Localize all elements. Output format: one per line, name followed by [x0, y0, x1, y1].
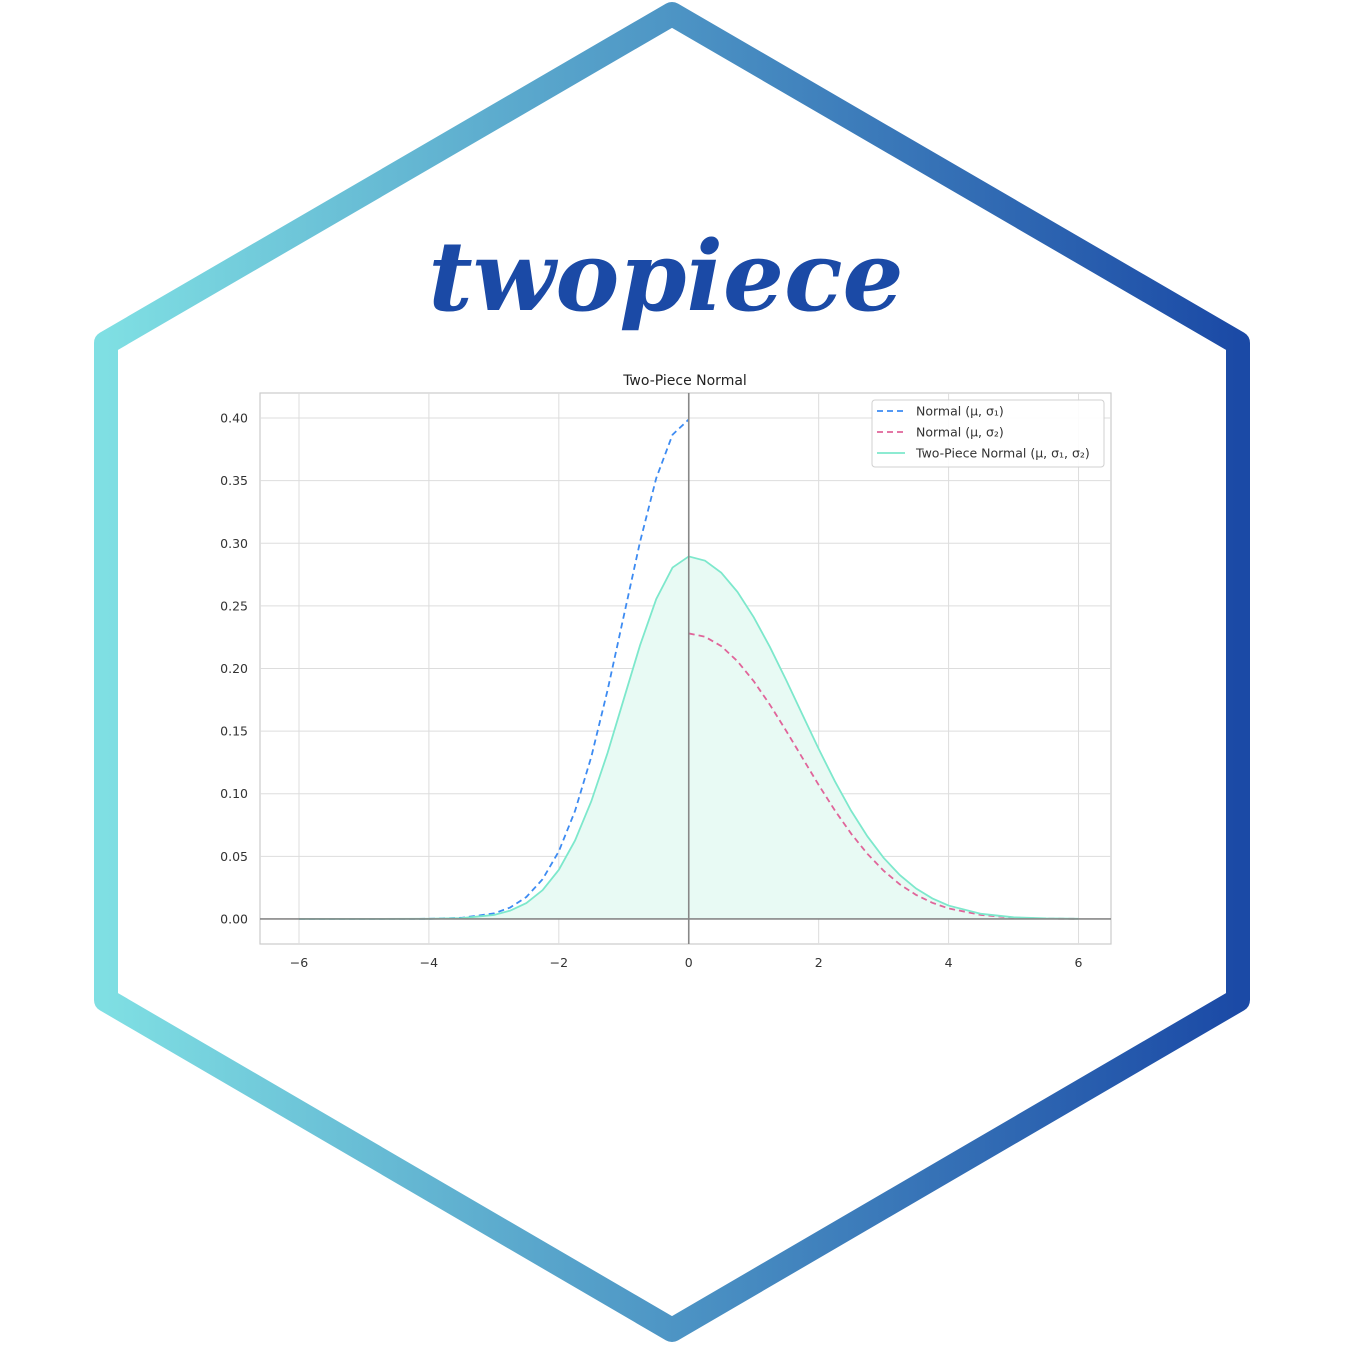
y-tick-label: 0.35: [220, 473, 248, 488]
x-tick-label: −6: [290, 955, 308, 970]
x-tick-label: 6: [1075, 955, 1083, 970]
x-tick-label: −2: [550, 955, 568, 970]
legend: Normal (μ, σ₁) Normal (μ, σ₂) Two-Piece No…: [871, 399, 1105, 468]
y-tick-label: 0.40: [220, 411, 248, 426]
x-tick-label: 4: [945, 955, 953, 970]
y-tick-label: 0.05: [220, 849, 248, 864]
series-line-2: [688, 632, 1079, 920]
y-tick-labels: 0.00 0.05 0.10 0.15 0.20 0.25 0.30 0.35 0.40: [220, 411, 248, 927]
y-tick-label: 0.15: [220, 724, 248, 739]
x-tick-label: 2: [815, 955, 823, 970]
y-tick-label: 0.30: [220, 536, 248, 551]
y-tick-label: 0.00: [220, 911, 248, 926]
logo-title: twopiece: [428, 220, 903, 333]
legend-box: [871, 399, 1105, 468]
y-tick-label: 0.10: [220, 786, 248, 801]
x-tick-label: 0: [685, 955, 693, 970]
axis-lines: [260, 393, 1111, 944]
chart-title: Two-Piece Normal: [622, 373, 747, 389]
x-tick-labels: −6 −4 −2 0 2 4 6: [290, 955, 1083, 970]
y-tick-label: 0.25: [220, 598, 248, 613]
legend-label: Two-Piece Normal (μ, σ₁, σ₂): [915, 446, 1090, 461]
series-line-3: [298, 555, 1079, 920]
legend-label: Normal (μ, σ₂): [916, 425, 1004, 440]
chart: Two-Piece Normal −6 −4 −2 0 2 4 6 0.00 0.05 0.10…: [220, 373, 1112, 970]
x-tick-label: −4: [420, 955, 438, 970]
y-tick-label: 0.20: [220, 661, 248, 676]
legend-label: Normal (μ, σ₁): [916, 404, 1004, 419]
